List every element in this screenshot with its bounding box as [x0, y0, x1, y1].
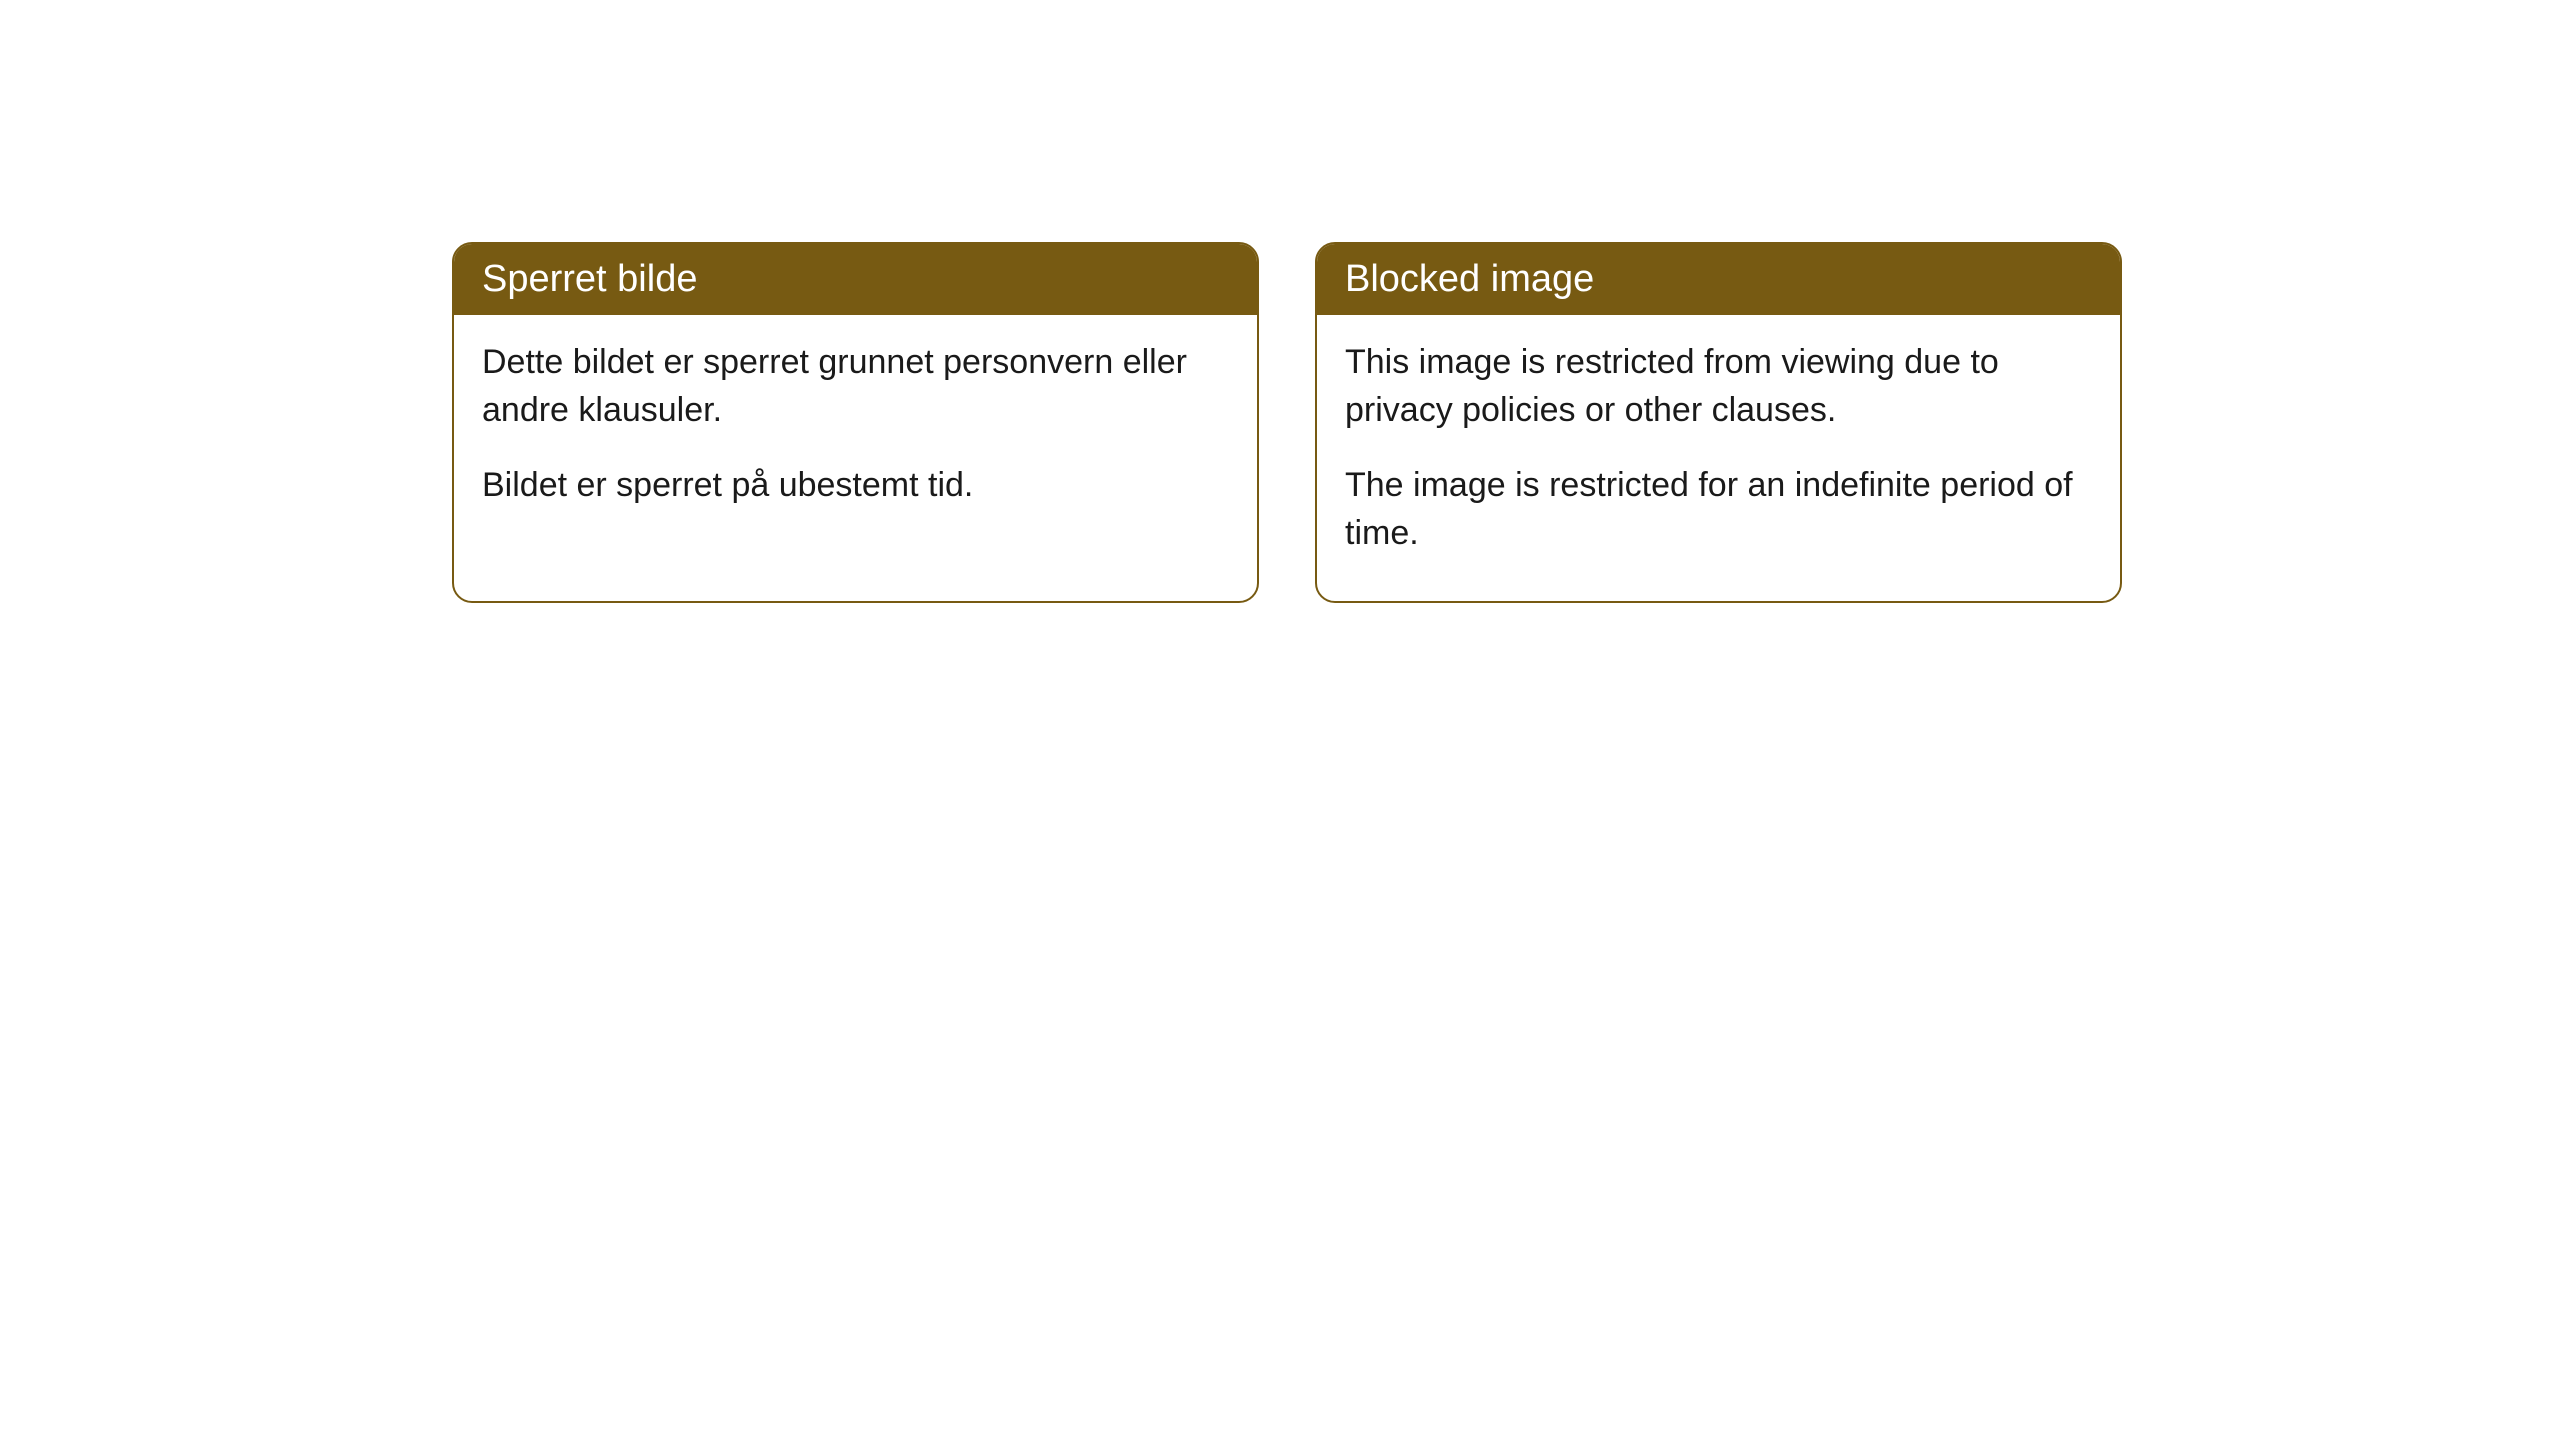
card-body-english: This image is restricted from viewing du…	[1317, 315, 2120, 601]
notice-text-1: Dette bildet er sperret grunnet personve…	[482, 339, 1229, 434]
notice-text-1: This image is restricted from viewing du…	[1345, 339, 2092, 434]
card-header-norwegian: Sperret bilde	[454, 244, 1257, 315]
notice-text-2: The image is restricted for an indefinit…	[1345, 462, 2092, 557]
card-body-norwegian: Dette bildet er sperret grunnet personve…	[454, 315, 1257, 554]
notice-cards-container: Sperret bilde Dette bildet er sperret gr…	[0, 0, 2560, 603]
notice-card-norwegian: Sperret bilde Dette bildet er sperret gr…	[452, 242, 1259, 603]
card-header-english: Blocked image	[1317, 244, 2120, 315]
card-title: Sperret bilde	[482, 258, 697, 300]
notice-card-english: Blocked image This image is restricted f…	[1315, 242, 2122, 603]
card-title: Blocked image	[1345, 258, 1594, 300]
notice-text-2: Bildet er sperret på ubestemt tid.	[482, 462, 1229, 510]
